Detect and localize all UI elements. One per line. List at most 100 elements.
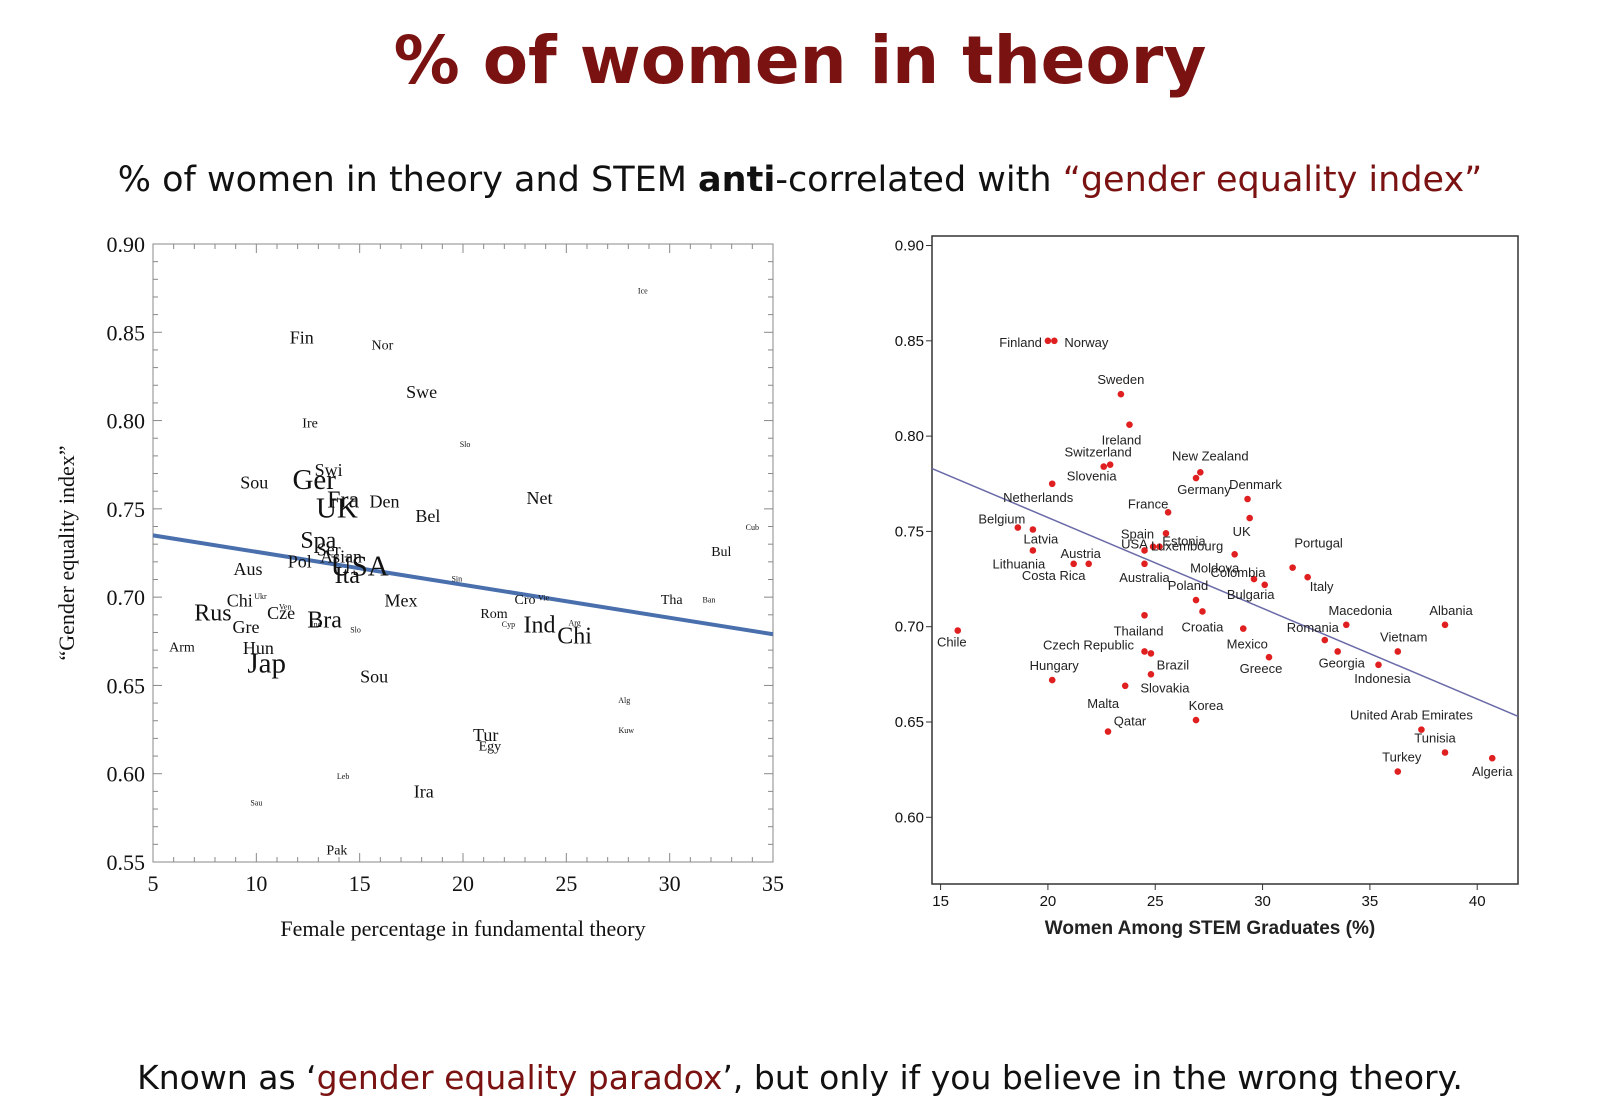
y-tick-label: 0.90 bbox=[107, 232, 146, 257]
x-tick-label: 20 bbox=[452, 871, 474, 896]
x-axis-label: Female percentage in fundamental theory bbox=[280, 916, 645, 941]
x-tick-label: 15 bbox=[932, 893, 949, 910]
data-point-label: Pak bbox=[326, 844, 347, 859]
data-point-label: New Zealand bbox=[1172, 448, 1249, 463]
data-point-label: Asian bbox=[320, 546, 362, 566]
data-point-label: Cro bbox=[515, 593, 536, 608]
data-point-label: USA bbox=[331, 551, 389, 583]
data-point-label: Spain bbox=[1121, 527, 1154, 542]
data-point-label: Cze bbox=[267, 603, 295, 623]
y-tick-label: 0.65 bbox=[895, 714, 924, 731]
data-point-label: Slovenia bbox=[1067, 469, 1118, 484]
data-point-label: Macedonia bbox=[1328, 603, 1392, 618]
data-point-label: Arm bbox=[169, 641, 195, 656]
data-point-label: Hungary bbox=[1030, 658, 1080, 673]
data-point-label: Costa Rica bbox=[1022, 568, 1086, 583]
data-point-label: UK bbox=[316, 492, 358, 524]
data-point bbox=[1246, 514, 1253, 522]
data-point-label: Sou bbox=[240, 472, 268, 492]
data-point bbox=[1162, 530, 1170, 537]
data-point-label: Rus bbox=[194, 600, 231, 626]
data-point-label: Mexico bbox=[1227, 637, 1268, 652]
data-point-label: Indonesia bbox=[1354, 671, 1411, 686]
data-point-label: Chi bbox=[227, 591, 253, 611]
data-point-label: Greece bbox=[1240, 661, 1283, 676]
y-tick-label: 0.75 bbox=[895, 523, 924, 540]
data-point-label: Pol bbox=[288, 552, 312, 572]
data-point-label: Germany bbox=[1177, 482, 1231, 497]
data-point bbox=[1192, 474, 1200, 482]
slide-footer: Known as ‘gender equality paradox’, but … bbox=[0, 1058, 1600, 1097]
y-tick-label: 0.60 bbox=[895, 809, 924, 826]
x-tick-label: 20 bbox=[1040, 893, 1057, 910]
data-point-label: Ukr bbox=[254, 592, 267, 601]
data-point-label: Korea bbox=[1189, 698, 1224, 713]
footer-text-2: ’, but only if you believe in the wrong … bbox=[722, 1058, 1463, 1097]
data-point-label: Georgia bbox=[1319, 655, 1366, 670]
data-point bbox=[1029, 547, 1037, 554]
x-tick-label: 35 bbox=[762, 871, 784, 896]
data-point-label: Poland bbox=[1168, 578, 1208, 593]
data-point-label: Bul bbox=[711, 545, 731, 560]
plot-frame bbox=[931, 235, 1519, 885]
data-point bbox=[1265, 653, 1273, 661]
data-point-label: Portugal bbox=[1294, 536, 1343, 551]
data-point bbox=[1117, 390, 1125, 398]
data-point-label: Thailand bbox=[1114, 623, 1164, 638]
data-point bbox=[1044, 337, 1052, 345]
data-point bbox=[1192, 716, 1200, 724]
data-point-label: Fin bbox=[290, 327, 314, 347]
data-point bbox=[1085, 560, 1092, 568]
data-point bbox=[1141, 648, 1148, 655]
data-point bbox=[1106, 461, 1114, 469]
data-point-label: USA bbox=[1121, 536, 1148, 551]
data-point-label: Ind bbox=[523, 613, 555, 639]
footer-highlight: gender equality paradox bbox=[316, 1058, 723, 1097]
data-point-label: Ita bbox=[335, 563, 361, 589]
data-point bbox=[1029, 526, 1037, 533]
data-point-label: Alg bbox=[618, 696, 630, 705]
data-point bbox=[1156, 543, 1163, 550]
data-point-label: United Arab Emirates bbox=[1350, 708, 1473, 723]
data-point-label: Albania bbox=[1429, 603, 1473, 618]
data-point bbox=[1394, 648, 1402, 655]
data-point-label: Bra bbox=[307, 607, 342, 633]
subtitle-highlight: “gender equality index” bbox=[1062, 160, 1483, 200]
data-point-label: Egy bbox=[479, 739, 502, 754]
data-point bbox=[1192, 596, 1200, 604]
data-point-label: Australia bbox=[1119, 570, 1170, 585]
data-point-label: Romania bbox=[1287, 620, 1340, 635]
y-tick-label: 0.85 bbox=[107, 320, 146, 345]
data-point-label: Aus bbox=[234, 559, 263, 579]
x-tick-label: 25 bbox=[555, 871, 577, 896]
data-point bbox=[1342, 621, 1350, 629]
data-point-label: Swi bbox=[315, 460, 343, 480]
data-point bbox=[1051, 337, 1058, 345]
data-point bbox=[1126, 421, 1133, 428]
slide-title: % of women in theory bbox=[393, 22, 1207, 99]
data-point-label: Vie bbox=[538, 594, 550, 603]
data-point-label: Switzerland bbox=[1065, 445, 1132, 460]
data-point-label: Ire bbox=[302, 416, 318, 431]
data-point bbox=[1197, 469, 1204, 476]
data-point-label: France bbox=[1128, 496, 1168, 511]
data-point-label: Ira bbox=[414, 781, 434, 801]
y-tick-label: 0.70 bbox=[107, 585, 146, 610]
data-point bbox=[1289, 564, 1296, 571]
data-point bbox=[1121, 682, 1129, 690]
data-point bbox=[1441, 621, 1449, 629]
data-point bbox=[1048, 676, 1056, 684]
data-point-label: Italy bbox=[1310, 579, 1334, 594]
data-point-label: Estonia bbox=[1162, 533, 1206, 548]
data-point-label: Spa bbox=[300, 528, 336, 554]
data-point bbox=[1261, 581, 1269, 589]
data-point-label: Ser bbox=[317, 539, 341, 559]
y-tick-label: 0.85 bbox=[895, 333, 924, 350]
data-point-label: Sweden bbox=[1097, 372, 1144, 387]
x-tick-label: 30 bbox=[1254, 893, 1271, 910]
data-point-label: Austria bbox=[1060, 546, 1101, 561]
x-axis-label: Women Among STEM Graduates (%) bbox=[1045, 918, 1375, 939]
data-point-label: Ban bbox=[702, 596, 715, 605]
data-point-label: Brazil bbox=[1157, 657, 1190, 672]
